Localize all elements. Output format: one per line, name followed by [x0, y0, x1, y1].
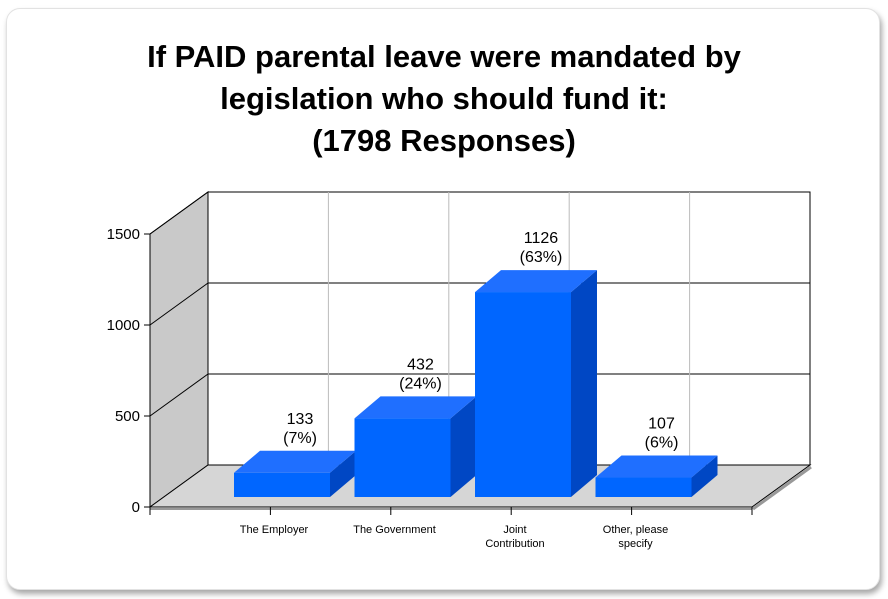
grid-line-side: [149, 373, 209, 417]
data-label-percent: (24%): [399, 375, 442, 392]
bar-top: [595, 455, 718, 478]
x-category-label: Contribution: [485, 538, 544, 550]
left-wall: [149, 191, 209, 508]
chart-title: If PAID parental leave were mandated by …: [0, 36, 888, 162]
bar-top: [475, 270, 597, 293]
y-tick-label: 1000: [107, 317, 140, 334]
x-category-label: Joint: [503, 524, 526, 536]
bar: [354, 418, 451, 497]
data-label-value: 432: [407, 356, 434, 373]
data-label-percent: (6%): [645, 435, 679, 452]
y-tick-label: 1500: [107, 226, 140, 243]
y-tick-label: 0: [132, 499, 140, 516]
bar-top: [234, 450, 356, 473]
bar-side: [571, 270, 597, 497]
y-tick-label: 500: [115, 408, 140, 425]
grid-line-side: [149, 191, 209, 235]
x-category-label: The Employer: [240, 524, 309, 536]
data-label-value: 1126: [524, 230, 559, 247]
bar-top: [354, 396, 477, 419]
chart-title-line-1: If PAID parental leave were mandated by: [147, 39, 741, 74]
grid-line-side: [149, 282, 209, 326]
chart-title-line-2: legislation who should fund it:: [220, 81, 668, 116]
bar: [595, 477, 692, 497]
data-label-percent: (63%): [520, 249, 563, 266]
data-label-value: 107: [648, 416, 675, 433]
bar-side: [330, 450, 356, 497]
floor-side-shadow: [752, 465, 812, 511]
bar: [475, 292, 571, 497]
x-category-label: The Government: [353, 524, 436, 536]
bar-side: [691, 455, 718, 497]
x-category-label: Other, please: [603, 524, 668, 536]
x-category-label: specify: [618, 538, 653, 550]
bar-side: [450, 396, 477, 497]
bar: [234, 472, 330, 497]
data-label-value: 133: [287, 411, 314, 428]
chart-title-line-3: (1798 Responses): [312, 123, 576, 158]
data-label-percent: (7%): [283, 430, 317, 447]
